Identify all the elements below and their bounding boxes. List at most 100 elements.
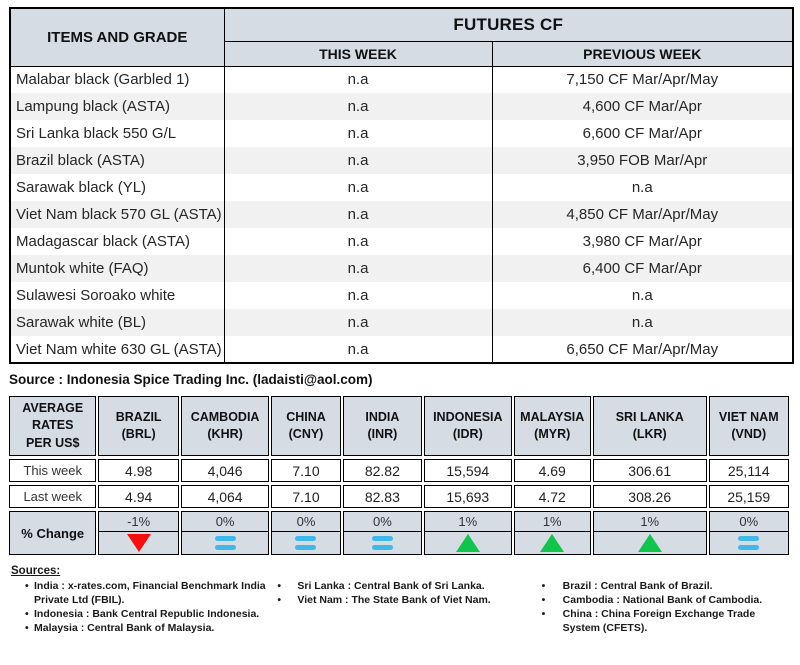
rate-value: 4,046 (180, 459, 270, 482)
trend-icon (455, 534, 480, 552)
pct-change-cell: -1% (98, 511, 179, 555)
pct-change-cell: 1% (513, 511, 591, 555)
this-week-value: n.a (223, 336, 492, 363)
pct-change-value: -1% (99, 512, 178, 532)
this-week-value: n.a (223, 174, 492, 201)
country-name: CAMBODIA (190, 409, 260, 424)
this-week-value: n.a (223, 255, 492, 282)
item-name: Viet Nam black 570 GL (ASTA) (10, 201, 224, 228)
row-label: Last week (9, 485, 97, 508)
country-name: INDIA (365, 409, 400, 424)
this-week-value: n.a (223, 93, 492, 120)
currency-column-header: CHINA (CNY) (271, 396, 341, 456)
sources-section: Sources: India : x-rates.com, Financial … (9, 565, 792, 635)
previous-week-value: 3,980 CF Mar/Apr (491, 228, 794, 255)
rate-value: 82.83 (342, 485, 423, 508)
this-week-row: This week 4.98 4,046 7.10 82.82 15,594 4… (9, 459, 789, 482)
rate-value: 15,693 (424, 485, 512, 508)
pct-change-cell: 0% (271, 511, 341, 555)
pct-change-cell: 1% (592, 511, 707, 555)
rate-value: 4.72 (513, 485, 591, 508)
previous-week-value: 3,950 FOB Mar/Apr (491, 147, 794, 174)
trend-icon (126, 534, 151, 552)
table-row: Brazil black (ASTA) n.a 3,950 FOB Mar/Ap… (10, 147, 794, 174)
exchange-rates-table: AVERAGE RATES PER US$ BRAZIL (BRL) CAMBO… (7, 393, 791, 558)
this-week-value: n.a (223, 309, 492, 336)
rate-value: 4,064 (180, 485, 270, 508)
this-week-header: THIS WEEK (223, 40, 493, 67)
pct-change-cell: 1% (424, 511, 512, 555)
item-name: Viet Nam white 630 GL (ASTA) (16, 340, 222, 358)
items-and-grade-header: ITEMS AND GRADE (9, 7, 225, 67)
average-rates-line: AVERAGE (22, 400, 84, 415)
previous-week-value: n.a (491, 282, 794, 309)
pct-change-label: % Change (9, 511, 97, 555)
pct-change-value: 1% (514, 512, 590, 532)
currency-column-header: CAMBODIA (KHR) (180, 396, 270, 456)
source-item: China : China Foreign Exchange Trade Sys… (542, 607, 792, 635)
source-item: Sri Lanka : Central Bank of Sri Lanka. (277, 579, 541, 593)
pct-change-value: 1% (425, 512, 511, 532)
table-row: Sri Lanka black 550 G/L n.a 6,600 CF Mar… (10, 120, 794, 147)
item-name: Malabar black (Garbled 1) (16, 71, 190, 89)
trend-icon (295, 536, 316, 550)
this-week-value: n.a (223, 120, 492, 147)
pct-change-value: 0% (709, 512, 788, 532)
previous-week-value: 6,650 CF Mar/Apr/May (491, 336, 794, 363)
this-week-value: n.a (223, 66, 492, 93)
currency-column-header: MALAYSIA (MYR) (513, 396, 591, 456)
currency-code: (MYR) (534, 427, 571, 441)
currency-column-header: BRAZIL (BRL) (98, 396, 179, 456)
rate-value: 7.10 (271, 459, 341, 482)
previous-week-value: 7,150 CF Mar/Apr/May (491, 66, 794, 93)
table-row: Madagascar black (ASTA) n.a 3,980 CF Mar… (10, 228, 794, 255)
country-name: SRI LANKA (615, 409, 684, 424)
item-name: Muntok white (FAQ) (10, 255, 224, 282)
pct-change-row: % Change -1% 0% 0% 0% 1% (9, 511, 789, 555)
table-row: Malabar black (Garbled 1) n.a 7,150 CF M… (10, 66, 794, 93)
country-name: INDONESIA (433, 409, 503, 424)
rate-value: 25,159 (708, 485, 789, 508)
trend-icon (372, 536, 393, 550)
average-rates-line: PER US$ (25, 435, 80, 450)
futures-table: ITEMS AND GRADE FUTURES CF THIS WEEK PRE… (9, 7, 795, 364)
table-row: Viet Nam white 630 GL (ASTA) n.a 6,650 C… (10, 336, 794, 363)
last-week-row: Last week 4.94 4,064 7.10 82.83 15,693 4… (9, 485, 789, 508)
average-rates-header: AVERAGE RATES PER US$ (9, 396, 97, 456)
trend-icon (738, 536, 759, 550)
trend-icon (540, 534, 565, 552)
table-row: Sarawak white (BL) n.a n.a (10, 309, 794, 336)
source-item: Cambodia : National Bank of Cambodia. (542, 593, 792, 607)
sources-heading: Sources: (11, 565, 61, 577)
source-item: Malaysia : Central Bank of Malaysia. (25, 621, 271, 635)
currency-column-header: VIET NAM (VND) (708, 396, 789, 456)
this-week-value: n.a (223, 228, 492, 255)
rate-value: 306.61 (592, 459, 707, 482)
pct-change-value: 0% (181, 512, 269, 532)
table-row: Sarawak black (YL) n.a n.a (10, 174, 794, 201)
rate-value: 15,594 (424, 459, 512, 482)
pct-change-value: 0% (272, 512, 340, 532)
currency-code: (KHR) (207, 427, 243, 441)
previous-week-value: n.a (491, 309, 794, 336)
average-rates-line: RATES (32, 418, 74, 433)
table-row: Viet Nam black 570 GL (ASTA) n.a 4,850 C… (10, 201, 794, 228)
sources-column-3: Brazil : Central Bank of Brazil. Cambodi… (542, 579, 792, 635)
item-name: Sulawesi Soroako white (16, 287, 176, 304)
pct-change-value: 0% (343, 512, 422, 532)
source-item: Indonesia : Bank Central Republic Indone… (25, 607, 271, 621)
rate-value: 4.94 (98, 485, 179, 508)
pct-change-value: 1% (593, 512, 706, 532)
rate-value: 308.26 (592, 485, 707, 508)
country-name: MALAYSIA (520, 409, 585, 424)
rate-value: 4.69 (513, 459, 591, 482)
pct-change-cell: 0% (180, 511, 270, 555)
item-name: Sri Lanka black 550 G/L (16, 125, 177, 142)
currency-column-header: SRI LANKA (LKR) (592, 396, 707, 456)
previous-week-value: 4,600 CF Mar/Apr (491, 93, 794, 120)
report-page: ITEMS AND GRADE FUTURES CF THIS WEEK PRE… (0, 0, 800, 635)
this-week-value: n.a (223, 147, 492, 174)
item-name: Lampung black (ASTA) (10, 93, 224, 120)
currency-column-header: INDONESIA (IDR) (424, 396, 512, 456)
previous-week-value: 6,400 CF Mar/Apr (491, 255, 794, 282)
